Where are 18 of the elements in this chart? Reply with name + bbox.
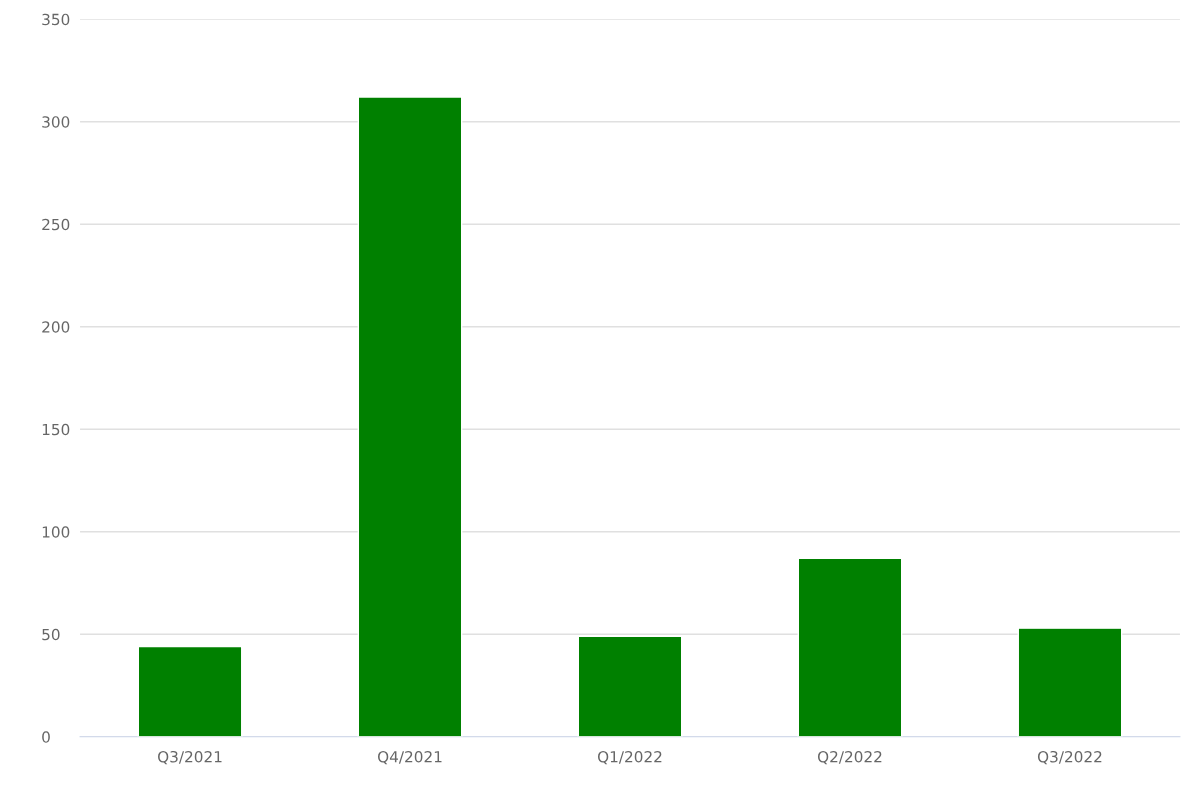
y-tick-label: 350	[42, 13, 70, 26]
x-tick-label: Q2/2022	[817, 750, 882, 765]
x-tick-label: Q1/2022	[597, 750, 662, 765]
bar	[137, 645, 243, 737]
x-tick-label: Q3/2021	[158, 750, 222, 765]
x-tick-label: Q4/2021	[377, 750, 442, 765]
x-tick-label: Q3/2022	[1037, 750, 1102, 765]
bar	[797, 557, 903, 737]
y-tick-label: 300	[42, 116, 70, 128]
y-tick-label: 0	[42, 731, 50, 743]
bar	[357, 96, 463, 737]
y-tick-label: 100	[42, 526, 70, 538]
bar	[577, 635, 683, 737]
y-tick-label: 150	[42, 423, 70, 436]
bar	[1017, 627, 1123, 737]
y-tick-label: 50	[42, 628, 60, 641]
y-tick-label: 250	[42, 218, 70, 231]
y-tick-label: 200	[42, 321, 70, 333]
